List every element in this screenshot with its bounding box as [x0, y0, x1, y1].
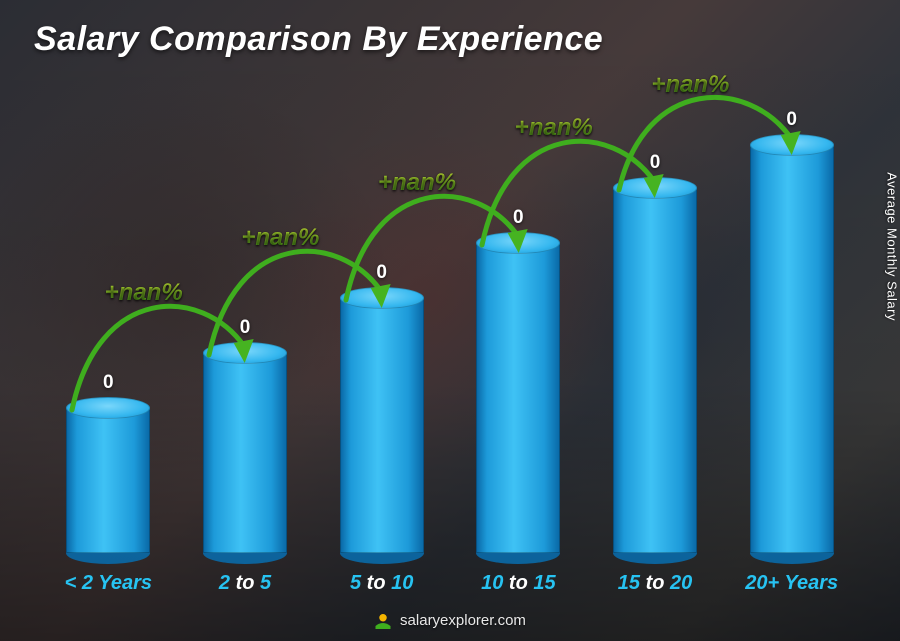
x-tick-pre: 15 [618, 572, 646, 594]
bar-top [613, 177, 697, 199]
x-tick-pre: 5 [350, 572, 367, 594]
bar-value-label: 0 [240, 317, 251, 339]
x-tick: 15 to 20 [587, 572, 724, 595]
bar-chart: 000000+nan%+nan%+nan%+nan%+nan% [40, 80, 860, 553]
y-axis-label: Average Monthly Salary [885, 172, 900, 321]
bar-top [750, 134, 834, 156]
bar: 0 [340, 298, 424, 553]
bar-top [476, 232, 560, 254]
bar-front [476, 243, 560, 553]
delta-label: +nan% [651, 71, 729, 99]
x-tick-post: Years [93, 572, 152, 594]
delta-label: +nan% [378, 169, 456, 197]
bar: 0 [613, 188, 697, 553]
bar-column: 0 [450, 80, 587, 553]
bar-column: 0 [587, 80, 724, 553]
x-tick-post: 10 [386, 572, 414, 594]
bar-value-label: 0 [376, 262, 387, 284]
bar: 0 [750, 145, 834, 553]
x-tick-post: 15 [528, 572, 556, 594]
x-tick-to: to [236, 572, 255, 594]
bar-value-label: 0 [103, 372, 114, 394]
logo-icon [374, 611, 392, 629]
bar: 0 [476, 243, 560, 553]
x-tick: 20+ Years [723, 572, 860, 595]
bar-column: 0 [313, 80, 450, 553]
x-axis: < 2 Years2 to 55 to 1010 to 1515 to 2020… [40, 572, 860, 595]
x-tick-post: 5 [254, 572, 271, 594]
bar-top [340, 287, 424, 309]
x-tick-pre: 20+ [745, 572, 779, 594]
bar-column: 0 [40, 80, 177, 553]
x-tick-pre: 10 [481, 572, 509, 594]
bar-column: 0 [723, 80, 860, 553]
bar: 0 [203, 353, 287, 553]
x-tick: 5 to 10 [313, 572, 450, 595]
bar-top [203, 342, 287, 364]
bar-front [613, 188, 697, 553]
x-tick-post: 20 [664, 572, 692, 594]
chart-title: Salary Comparison By Experience [34, 20, 603, 59]
footer-text: salaryexplorer.com [400, 612, 526, 629]
delta-label: +nan% [515, 114, 593, 142]
x-tick: 10 to 15 [450, 572, 587, 595]
bar-top [66, 397, 150, 419]
bar-value-label: 0 [786, 109, 797, 131]
bar-value-label: 0 [513, 207, 524, 229]
x-tick-pre: 2 [219, 572, 236, 594]
bar-value-label: 0 [650, 152, 661, 174]
x-tick-to: to [509, 572, 528, 594]
bar-front [340, 298, 424, 553]
bar-front [750, 145, 834, 553]
x-tick-post: Years [779, 572, 838, 594]
bar-column: 0 [177, 80, 314, 553]
delta-label: +nan% [241, 224, 319, 252]
x-tick-to: to [646, 572, 665, 594]
x-tick-to: to [367, 572, 386, 594]
bar-front [203, 353, 287, 553]
bar-front [66, 408, 150, 553]
footer: salaryexplorer.com [0, 611, 900, 629]
infographic-stage: Salary Comparison By Experience Average … [0, 0, 900, 641]
x-tick: < 2 Years [40, 572, 177, 595]
delta-label: +nan% [105, 279, 183, 307]
bar: 0 [66, 408, 150, 553]
x-tick: 2 to 5 [177, 572, 314, 595]
x-tick-pre: < 2 [65, 572, 93, 594]
